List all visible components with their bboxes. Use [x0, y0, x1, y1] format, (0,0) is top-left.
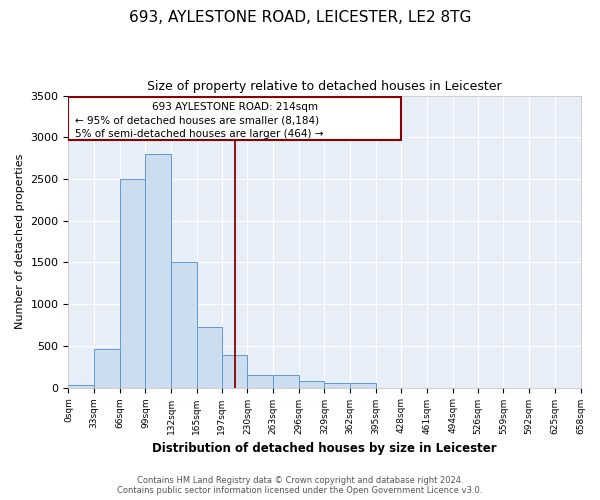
Bar — [197, 328, 222, 388]
Bar — [247, 375, 273, 388]
Bar — [145, 154, 171, 388]
Bar — [273, 375, 299, 388]
Bar — [94, 349, 120, 388]
Bar — [171, 262, 197, 388]
Bar — [325, 382, 350, 388]
Bar — [222, 355, 247, 388]
Y-axis label: Number of detached properties: Number of detached properties — [15, 154, 25, 329]
Title: Size of property relative to detached houses in Leicester: Size of property relative to detached ho… — [147, 80, 502, 93]
Text: 693 AYLESTONE ROAD: 214sqm: 693 AYLESTONE ROAD: 214sqm — [152, 102, 318, 112]
Text: Contains HM Land Registry data © Crown copyright and database right 2024.
Contai: Contains HM Land Registry data © Crown c… — [118, 476, 482, 495]
Text: 693, AYLESTONE ROAD, LEICESTER, LE2 8TG: 693, AYLESTONE ROAD, LEICESTER, LE2 8TG — [129, 10, 471, 25]
Bar — [350, 382, 376, 388]
Text: 5% of semi-detached houses are larger (464) →: 5% of semi-detached houses are larger (4… — [74, 130, 323, 140]
Bar — [120, 179, 145, 388]
Bar — [68, 386, 94, 388]
Text: ← 95% of detached houses are smaller (8,184): ← 95% of detached houses are smaller (8,… — [74, 116, 319, 126]
Bar — [299, 381, 325, 388]
X-axis label: Distribution of detached houses by size in Leicester: Distribution of detached houses by size … — [152, 442, 497, 455]
Bar — [68, 97, 401, 140]
